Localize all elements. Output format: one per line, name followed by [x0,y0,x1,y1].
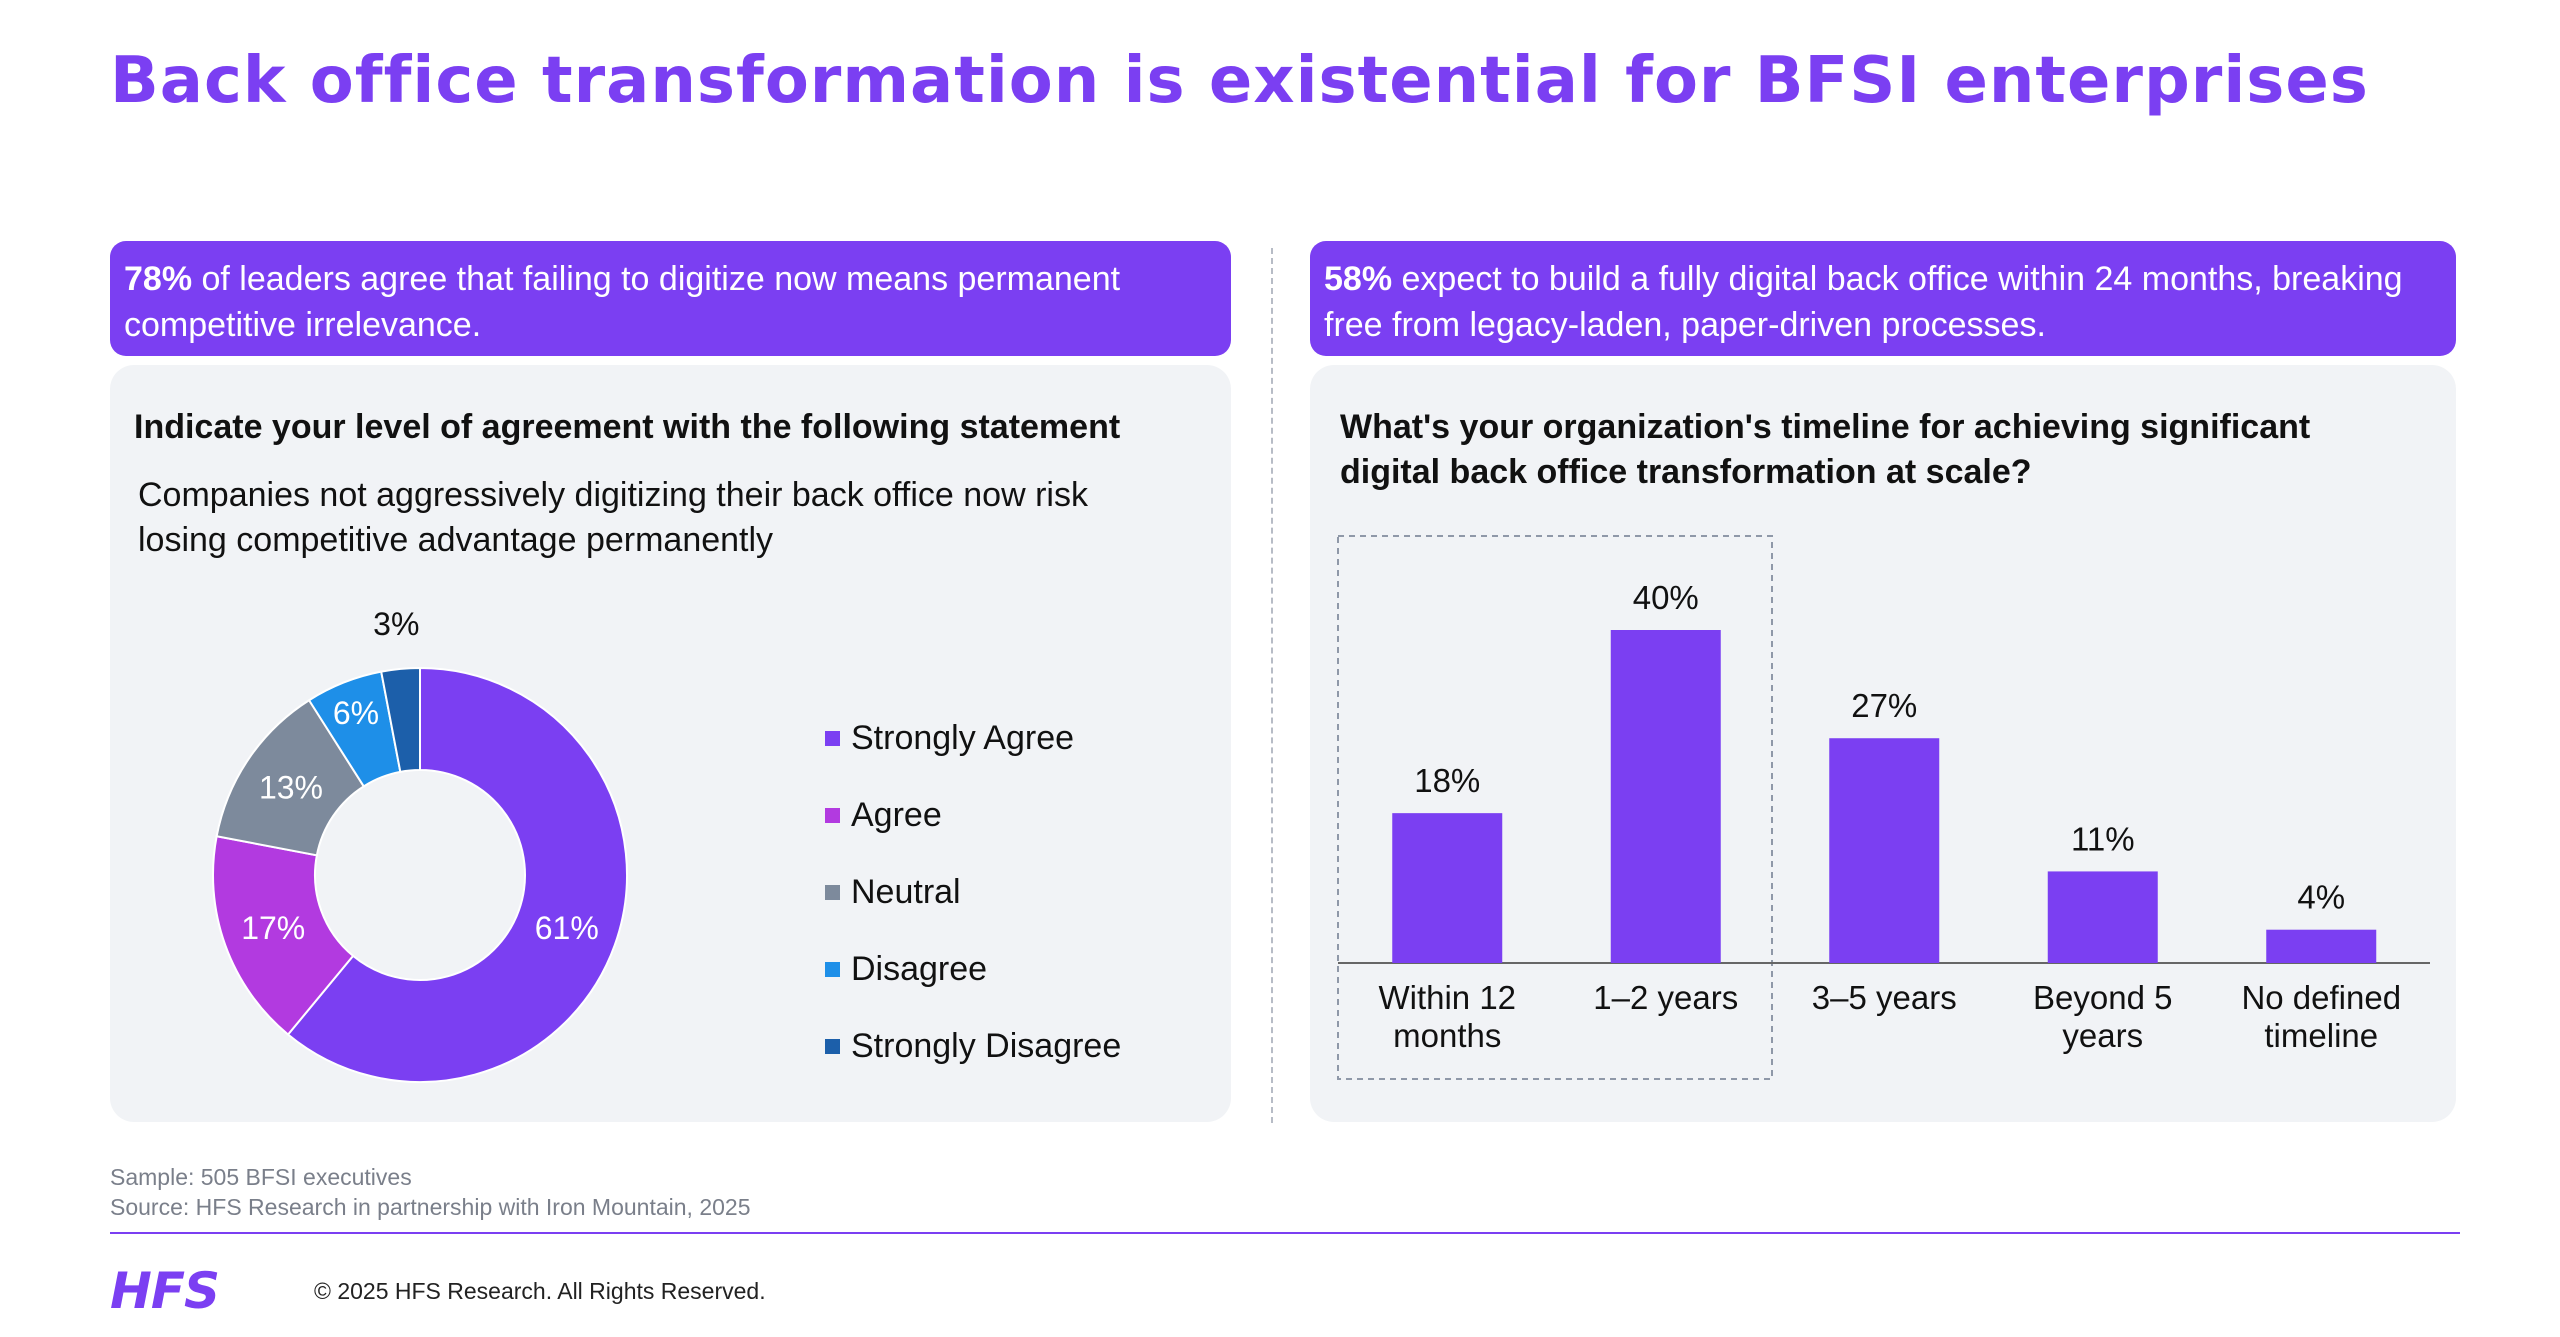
legend-swatch [825,962,840,977]
copyright: © 2025 HFS Research. All Rights Reserved… [314,1278,766,1304]
x-tick-label: 1–2 years [1593,979,1738,1016]
legend-item: Agree [825,777,1121,854]
bar-3 [1829,738,1940,963]
legend-swatch [825,731,840,746]
left-key-stat-banner: 78% of leaders agree that failing to dig… [110,241,1231,356]
bar-data-label: 18% [1414,762,1480,799]
legend-label: Agree [851,796,942,834]
legend-label: Neutral [851,873,961,911]
sample-note: Sample: 505 BFSI executives [110,1164,412,1190]
donut-slice-strongly-agree [286,666,628,1083]
x-tick-label: Beyond 5 years [2033,979,2172,1054]
bar-data-label: 27% [1851,687,1917,724]
donut-data-label: 6% [333,695,379,731]
bar-4 [2047,871,2158,963]
donut-slice-agree [212,835,355,1036]
bar-5 [2266,929,2377,963]
left-survey-question: Indicate your level of agreement with th… [134,408,1121,446]
legend-item: Neutral [825,854,1121,931]
legend-label: Strongly Disagree [851,1027,1122,1065]
bar-data-label: 4% [2297,879,2345,916]
legend-item: Strongly Disagree [825,1008,1121,1085]
hfs-logo: HFS [110,1262,220,1320]
bar-1 [1392,813,1503,963]
legend-label: Strongly Agree [851,719,1075,757]
right-key-stat-text: expect to build a fully digital back off… [1324,260,2403,344]
left-key-stat-value: 78% [124,260,193,298]
highlight-box [1337,535,1773,1080]
legend-item: Disagree [825,931,1121,1008]
left-survey-statement: Companies not aggressively digitizing th… [138,476,1088,559]
x-tick-label: Within 12 months [1378,979,1516,1054]
x-tick-label: No defined timeline [2241,979,2401,1054]
page-title: Back office transformation is existentia… [110,44,2369,118]
legend-swatch [825,885,840,900]
donut-data-label: 17% [241,910,305,946]
right-key-stat-value: 58% [1324,260,1393,298]
legend-swatch [825,1039,840,1054]
bar-2 [1610,630,1721,963]
bar-data-label: 40% [1633,579,1699,616]
donut-data-label: 61% [535,910,599,946]
bar-data-label: 11% [2071,820,2135,857]
donut-data-label: 3% [373,606,419,642]
right-survey-question: What's your organization's timeline for … [1340,408,2311,491]
legend-swatch [825,808,840,823]
source-note: Source: HFS Research in partnership with… [110,1194,751,1220]
left-key-stat-text: of leaders agree that failing to digitiz… [124,260,1121,344]
footer-rule [110,1232,2460,1234]
right-key-stat-banner: 58% expect to build a fully digital back… [1310,241,2456,356]
x-tick-label: 3–5 years [1812,979,1957,1016]
column-divider [1271,248,1273,1123]
legend-label: Disagree [851,950,988,988]
donut-slice-strongly-disagree [380,666,421,774]
donut-data-label: 13% [259,769,323,805]
donut-legend: Strongly Agree Agree Neutral Disagree Strong… [825,700,1121,1085]
legend-item: Strongly Agree [825,700,1121,777]
